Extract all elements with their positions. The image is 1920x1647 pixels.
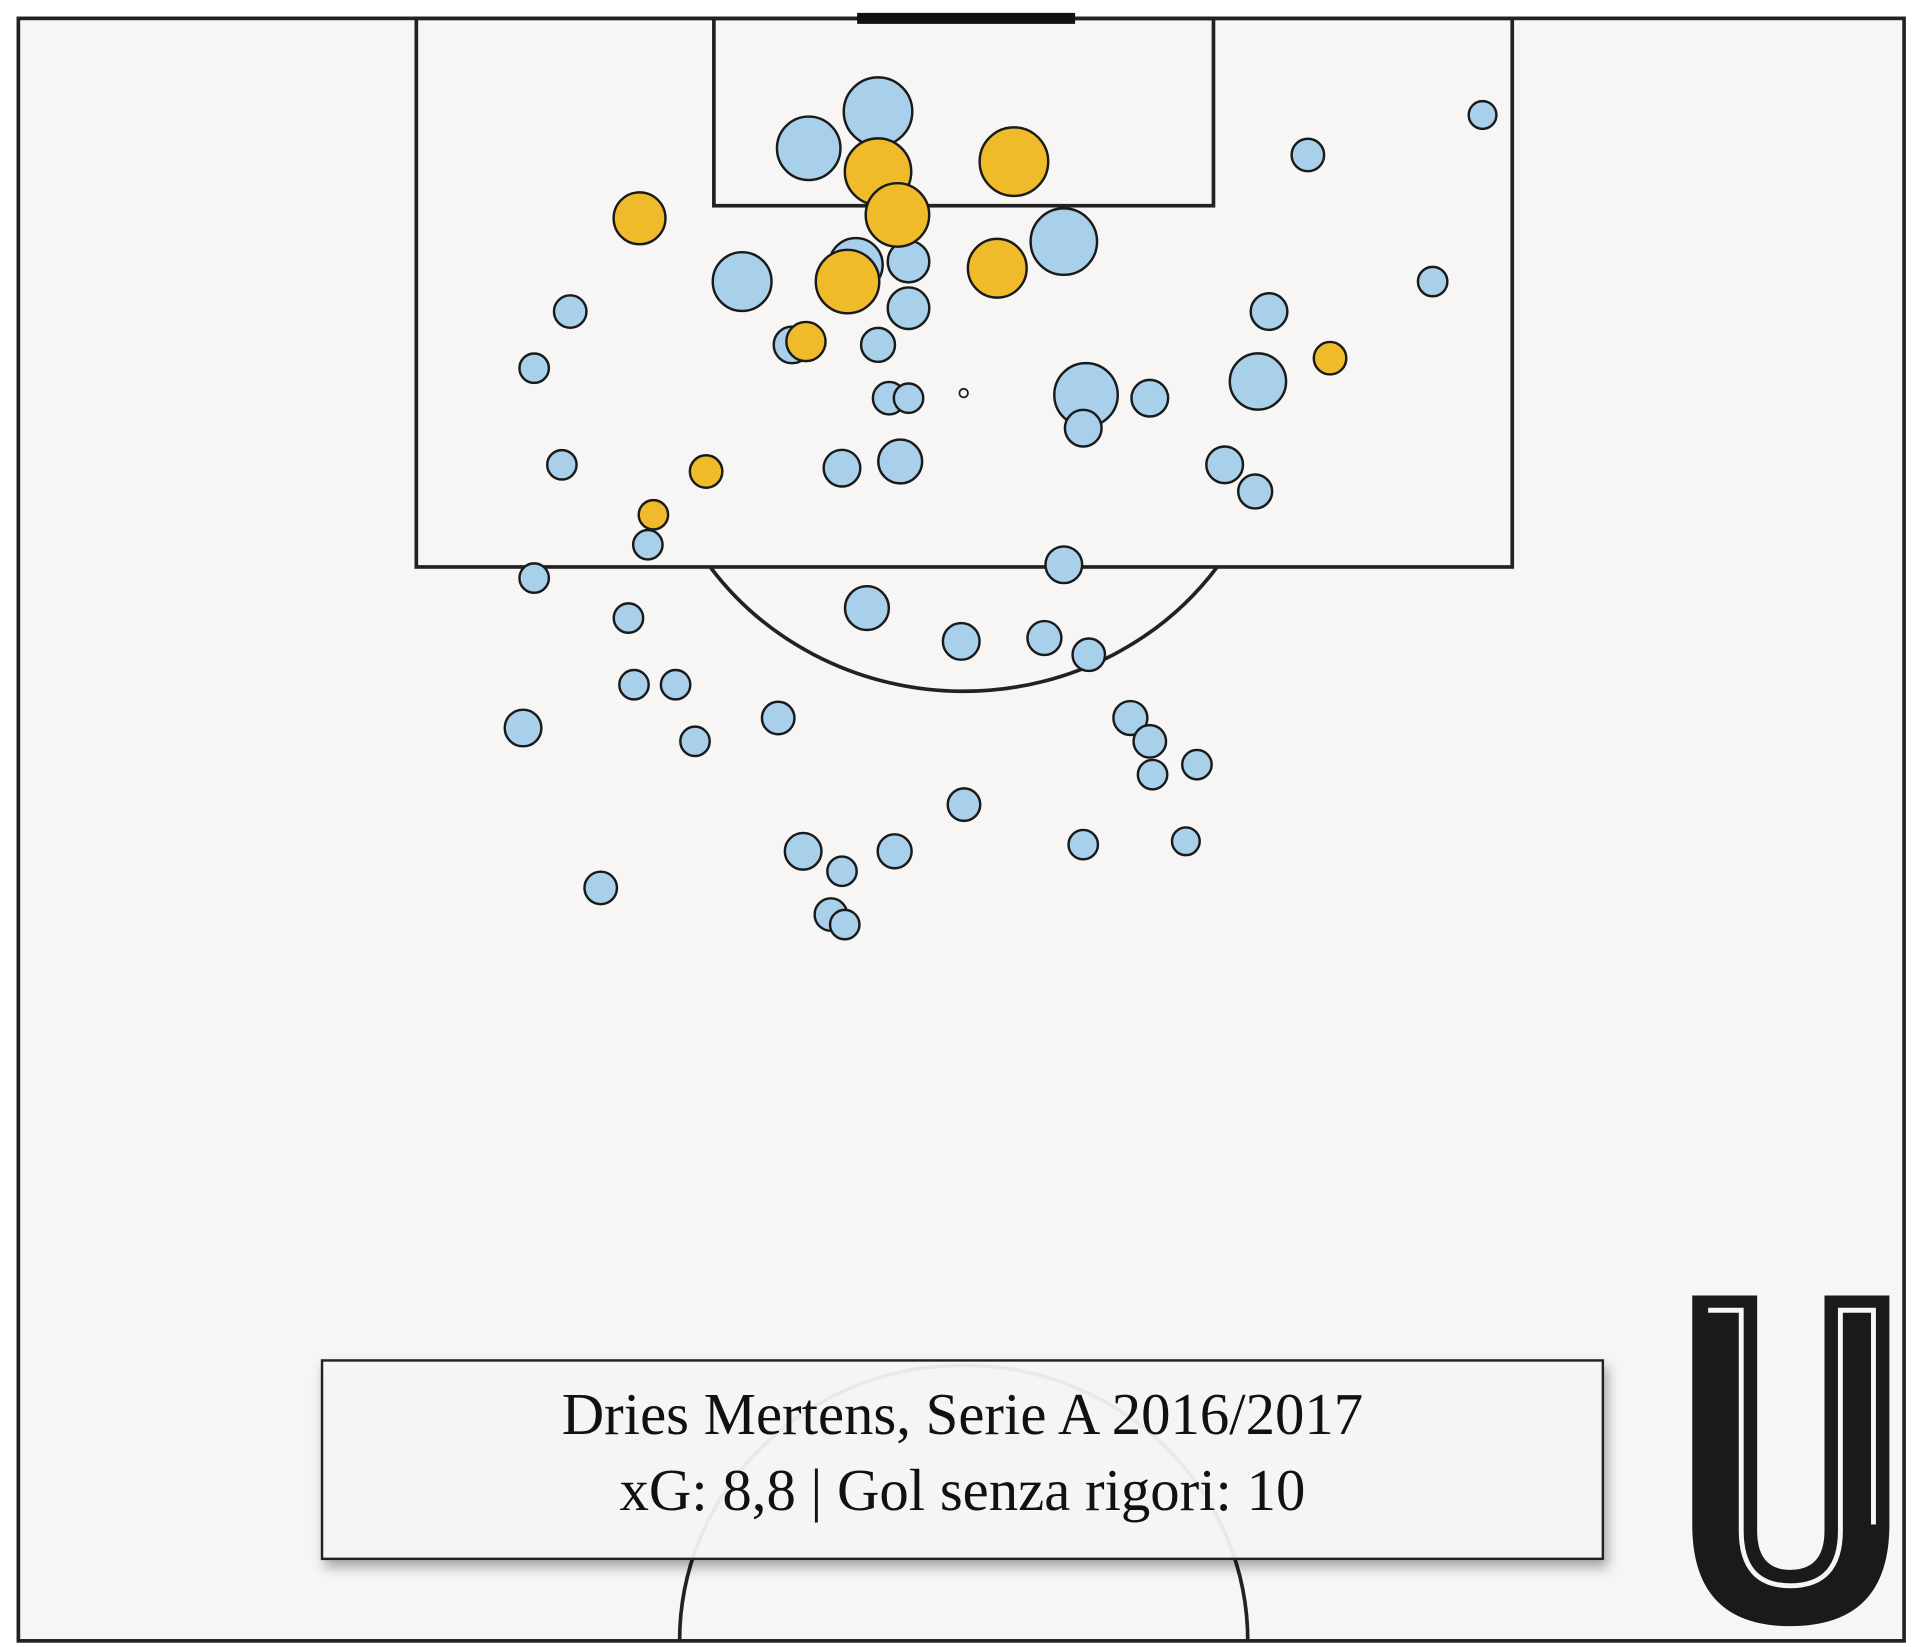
shot: [711, 250, 773, 313]
shot: [775, 115, 842, 182]
shot: [876, 833, 913, 870]
shot: [843, 584, 891, 632]
shot: [760, 700, 796, 736]
penalty-arc: [708, 565, 1219, 694]
shot: [1181, 748, 1213, 781]
shot: [828, 908, 861, 941]
shot: [1112, 699, 1149, 737]
shot: [1312, 340, 1348, 376]
shot: [941, 621, 981, 661]
shot: [659, 668, 692, 701]
shot: [886, 286, 931, 331]
shot: [842, 76, 914, 148]
shot: [1228, 352, 1288, 411]
shot: [877, 438, 924, 485]
chart-title: Dries Mertens, Serie A 2016/2017: [562, 1382, 1363, 1447]
shot: [618, 668, 650, 701]
shot: [583, 870, 619, 906]
shot: [946, 787, 982, 823]
shot: [545, 448, 578, 481]
shot: [1249, 292, 1289, 332]
shot: [612, 602, 645, 634]
shot: [1044, 545, 1084, 585]
shot: [859, 326, 897, 364]
shot: [1467, 99, 1498, 131]
shot: [1029, 207, 1099, 277]
shot: [1236, 473, 1274, 510]
shot: [892, 382, 925, 415]
shot: [966, 237, 1028, 299]
shot: [978, 126, 1050, 198]
shot: [1205, 445, 1245, 485]
shot: [552, 294, 588, 330]
shot: [688, 454, 724, 489]
penalty-spot: [958, 387, 969, 399]
shot: [826, 855, 858, 888]
shot: [1170, 826, 1201, 857]
shot: [1063, 408, 1103, 448]
shot: [1067, 828, 1100, 861]
shot: [783, 831, 823, 871]
shot: [637, 498, 670, 531]
shot: [503, 708, 543, 748]
chart-subtitle: xG: 8,8 | Gol senza rigori: 10: [620, 1458, 1306, 1523]
shot: [518, 352, 551, 385]
shot: [864, 181, 931, 248]
shot: [518, 562, 551, 595]
shot: [1416, 265, 1449, 298]
shot: [612, 191, 667, 246]
shot: [1026, 619, 1063, 657]
shot: [1071, 637, 1107, 673]
shot: [1130, 378, 1170, 418]
logo: [1692, 1295, 1890, 1627]
shot: [814, 248, 881, 315]
caption-box: [320, 1359, 1605, 1561]
shot: [1132, 723, 1168, 759]
shot: [785, 320, 827, 363]
shot: [1290, 137, 1326, 173]
shot: [1136, 758, 1169, 791]
shot: [679, 725, 711, 758]
shot: [822, 448, 862, 488]
shot: [631, 528, 664, 561]
shots: [503, 76, 1498, 941]
